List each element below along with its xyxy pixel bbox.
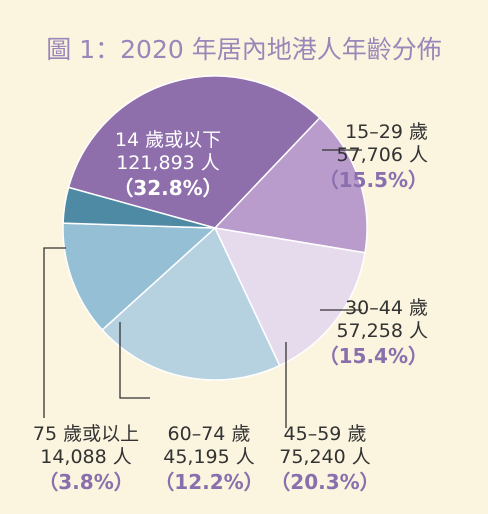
slice-percent-label: （12.2%） [154, 470, 263, 494]
slice-percent-label: （15.4%） [319, 344, 428, 368]
pie-slice-1 [213, 116, 368, 254]
pie-slice-4 [62, 222, 217, 331]
slice-count-label: 57,258 人 [336, 320, 428, 342]
slice-label-3: 45–59 歲75,240 人（20.3%） [270, 423, 379, 494]
chart-title: 圖 1：2020 年居內地港人年齡分佈 [46, 35, 441, 64]
leader-line-4 [119, 322, 150, 399]
pie-slice-0 [67, 75, 321, 229]
slice-label-2: 30–44 歲57,258 人（15.4%） [319, 297, 428, 368]
slice-name-label: 45–59 歲 [284, 423, 367, 445]
slice-count-label: 14,088 人 [40, 446, 132, 468]
slice-label-1: 15–29 歲57,706 人（15.5%） [319, 121, 428, 192]
slice-percent-label: （20.3%） [270, 470, 379, 494]
pie-slices [62, 75, 368, 381]
slice-percent-label: （15.5%） [319, 168, 428, 192]
slice-count-label: 75,240 人 [279, 446, 371, 468]
pie-slice-2 [213, 227, 366, 367]
slice-count-label: 45,195 人 [163, 446, 255, 468]
slice-name-label: 60–74 歲 [168, 423, 251, 445]
leader-lines [43, 149, 362, 428]
slice-name-label: 14 歲或以下 [115, 129, 221, 151]
slice-name-label: 15–29 歲 [345, 121, 428, 143]
slice-name-label: 75 歲或以上 [33, 423, 139, 445]
leader-line-5 [43, 247, 66, 418]
slice-label-4: 60–74 歲45,195 人（12.2%） [154, 423, 263, 494]
slice-count-label: 57,706 人 [336, 144, 428, 166]
pie-slice-3 [101, 226, 281, 381]
pie-slice-5 [62, 186, 216, 229]
slice-percent-label: （3.8%） [38, 470, 133, 494]
slice-percent-label: （32.8%） [113, 176, 222, 200]
slice-count-label: 121,893 人 [116, 152, 220, 174]
slice-name-label: 30–44 歲 [345, 297, 428, 319]
